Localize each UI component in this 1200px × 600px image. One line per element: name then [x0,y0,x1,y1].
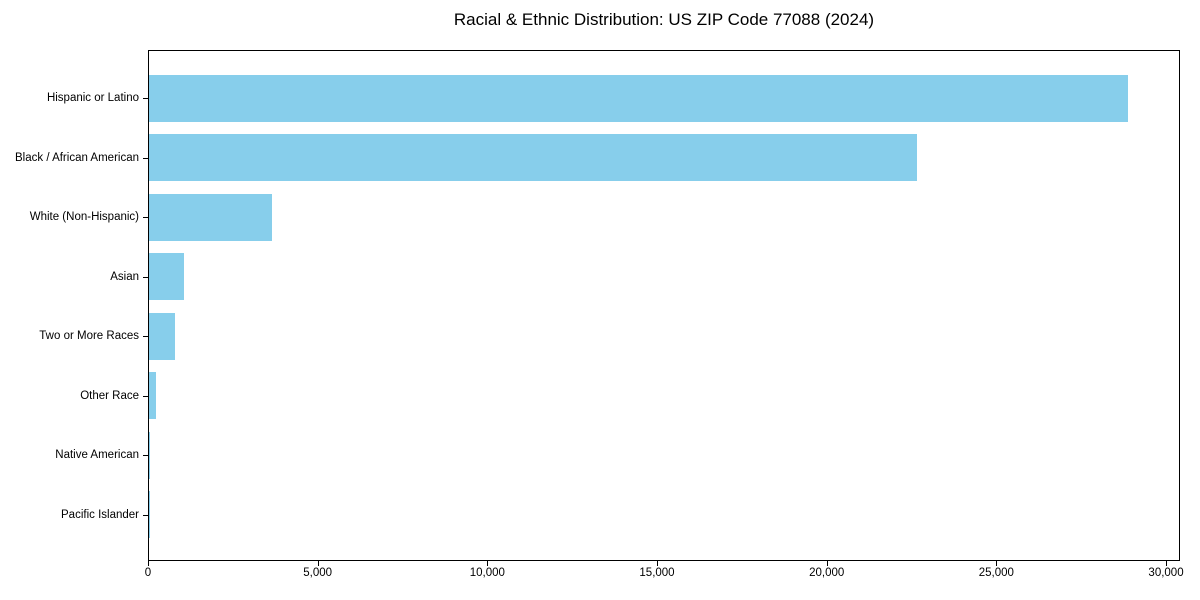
y-axis-tick [143,336,148,337]
x-axis-tick [1166,561,1168,566]
y-tick-label-asian: Asian [110,270,139,283]
x-tick-label-15000: 15,000 [639,567,675,579]
x-axis-tick [487,561,489,566]
x-tick-label-10000: 10,000 [469,567,505,579]
y-axis-tick [143,276,148,278]
bar-other-race [149,372,157,419]
y-axis-tick [143,157,148,159]
y-tick-label-black-african-american: Black / African American [15,151,139,164]
x-tick-label-30000: 30,000 [1148,567,1184,579]
x-axis-tick [996,561,998,566]
y-axis-tick [143,98,148,99]
x-tick-label-25000: 25,000 [978,567,1014,579]
y-tick-label-hispanic-or-latino: Hispanic or Latino [46,92,139,104]
x-axis-tick [317,561,319,566]
y-tick-label-pacific-islander: Pacific Islander [61,508,139,521]
y-axis-tick [143,217,148,218]
bar-asian [149,253,184,300]
x-tick-label-5000: 5,000 [303,567,333,579]
y-tick-label-native-american: Native American [55,449,139,461]
x-axis-tick [657,561,658,566]
y-tick-label-other-race: Other Race [80,389,139,402]
bar-native-american [149,431,151,479]
y-axis-tick [143,395,148,397]
y-tick-label-two-or-more-races: Two or More Races [39,330,139,342]
bar-black-african-american [149,134,917,181]
y-axis-tick [143,455,148,456]
x-axis-tick [826,561,828,566]
x-axis-tick [148,561,149,566]
plot-area [148,50,1180,561]
x-tick-label-0: 0 [144,567,152,579]
bar-white-non-hispanic [149,193,272,241]
y-axis-tick [143,514,148,516]
chart-title: Racial & Ethnic Distribution: US ZIP Cod… [453,10,875,29]
x-tick-label-20000: 20,000 [809,567,845,579]
bar-two-or-more-races [149,312,176,360]
y-tick-label-white-non-hispanic: White (Non-Hispanic) [29,211,139,223]
bar-hispanic-or-latino [149,74,1128,122]
